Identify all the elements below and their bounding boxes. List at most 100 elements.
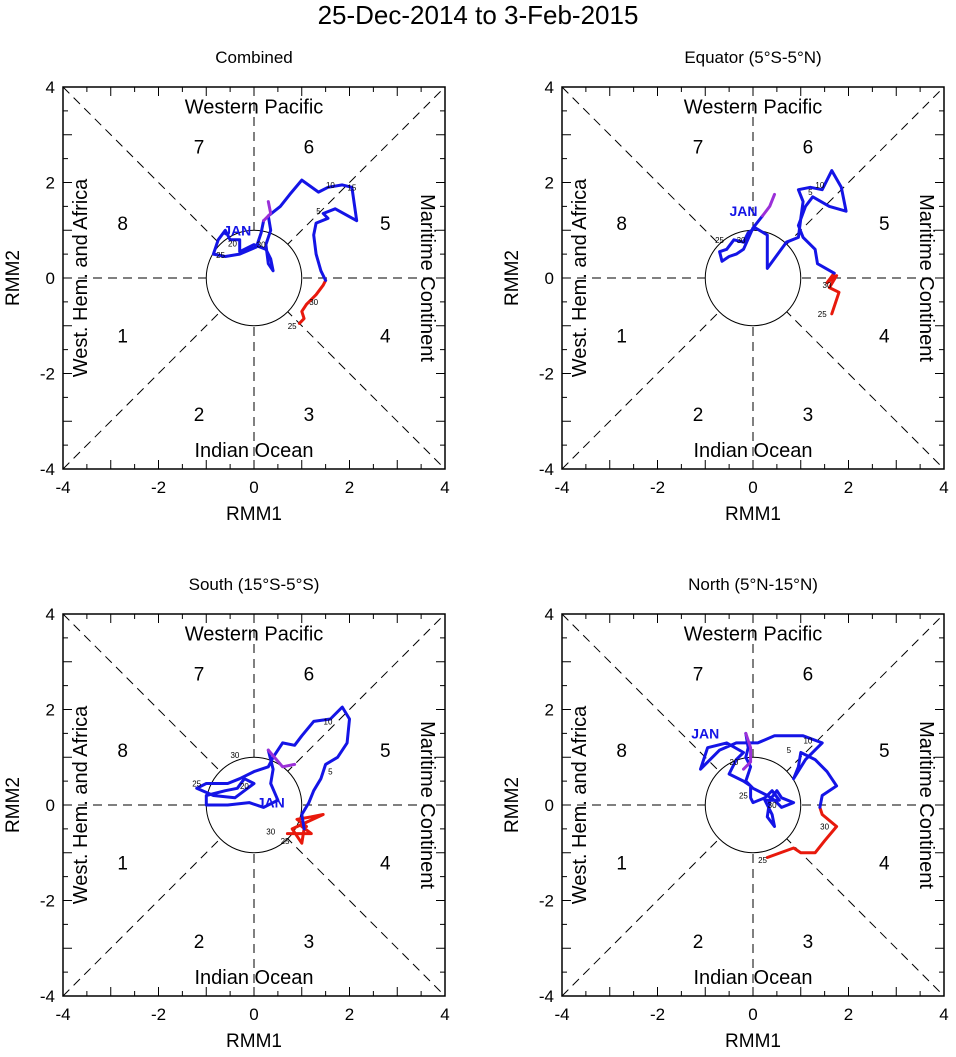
region-label-indian-ocean: Indian Ocean [195, 440, 314, 462]
day-label: 25 [288, 322, 297, 331]
y-axis-label: RMM2 [502, 250, 523, 306]
phase-number-3: 3 [304, 932, 315, 953]
region-label-maritime-continent: Maritime Continent [915, 721, 937, 889]
y-tick-label: -4 [539, 460, 554, 479]
x-tick-label: -4 [554, 1005, 569, 1024]
x-axis-label: RMM1 [226, 504, 282, 525]
region-label-western-pacific: Western Pacific [684, 623, 823, 645]
day-label: 10 [815, 181, 824, 190]
x-tick-label: -2 [650, 478, 665, 497]
month-label-jan: JAN [223, 222, 251, 238]
region-label-indian-ocean: Indian Ocean [694, 440, 813, 462]
phase-number-7: 7 [194, 665, 205, 686]
trajectory-jan [211, 178, 359, 282]
phase-number-4: 4 [380, 853, 391, 874]
day-label: 30 [309, 298, 318, 307]
phase-number-8: 8 [117, 214, 128, 235]
phase-number-8: 8 [616, 741, 627, 762]
x-tick-label: 0 [748, 1005, 757, 1024]
region-label-indian-ocean: Indian Ocean [195, 967, 314, 989]
trajectory-dec [285, 813, 325, 845]
x-tick-label: 2 [345, 1005, 354, 1024]
y-tick-label: 2 [545, 701, 554, 720]
day-label: 30 [257, 241, 266, 250]
month-label-jan: JAN [729, 203, 757, 219]
day-label: 30 [266, 827, 275, 836]
panel-title: North (5°N-15°N) [688, 575, 818, 594]
phase-number-7: 7 [693, 138, 704, 159]
day-label: 5 [808, 188, 813, 197]
phase-number-3: 3 [803, 932, 814, 953]
trajectory-feb [761, 192, 776, 218]
region-label-west-hem-africa: West. Hem. and Africa [569, 705, 591, 904]
x-tick-label: -4 [554, 478, 569, 497]
region-label-west-hem-africa: West. Hem. and Africa [70, 705, 92, 904]
phase-number-6: 6 [803, 665, 814, 686]
phase-number-2: 2 [194, 932, 205, 953]
day-label: 30 [230, 751, 239, 760]
y-tick-label: 0 [46, 269, 55, 288]
day-label: 25 [192, 780, 201, 789]
x-axis-label: RMM1 [226, 1031, 282, 1052]
region-label-west-hem-africa: West. Hem. and Africa [70, 178, 92, 377]
x-tick-label: 2 [844, 1005, 853, 1024]
phase-number-4: 4 [380, 326, 391, 347]
panel-title: South (15°S-5°S) [189, 575, 320, 594]
y-tick-label: -4 [40, 987, 55, 1006]
y-axis-label: RMM2 [502, 777, 523, 833]
y-tick-label: 0 [545, 269, 554, 288]
x-tick-label: -2 [151, 1005, 166, 1024]
y-tick-label: -2 [539, 892, 554, 911]
region-label-maritime-continent: Maritime Continent [416, 194, 438, 362]
y-tick-label: -2 [40, 365, 55, 384]
day-label: 25 [739, 791, 748, 800]
phase-number-4: 4 [879, 326, 890, 347]
day-label: 5 [787, 746, 792, 755]
trajectory-feb [266, 748, 297, 769]
phase-diagram-panel-2: Equator (5°S-5°N) -4 -2 0 2 4 -4 -2 0 2 4 RMM1 RMM2 W… [502, 48, 949, 525]
phase-number-7: 7 [194, 138, 205, 159]
x-tick-label: 4 [939, 1005, 948, 1024]
x-tick-label: 4 [440, 478, 449, 497]
y-tick-label: 0 [46, 796, 55, 815]
x-tick-label: 4 [939, 478, 948, 497]
y-tick-label: 2 [46, 174, 55, 193]
panel-title: Equator (5°S-5°N) [684, 48, 821, 67]
day-label: 25 [281, 837, 290, 846]
day-label: 25 [715, 236, 724, 245]
day-label: 5 [328, 768, 333, 777]
region-label-maritime-continent: Maritime Continent [416, 721, 438, 889]
x-tick-label: 2 [844, 478, 853, 497]
x-tick-label: -4 [55, 478, 70, 497]
phase-number-4: 4 [879, 853, 890, 874]
day-label: 5 [316, 207, 321, 216]
phase-number-5: 5 [879, 214, 890, 235]
y-axis-label: RMM2 [3, 777, 24, 833]
day-label: 20 [729, 758, 738, 767]
trajectory-feb [742, 731, 753, 771]
phase-number-8: 8 [616, 214, 627, 235]
phase-number-5: 5 [380, 741, 391, 762]
day-label: 30 [820, 822, 829, 831]
y-tick-label: 4 [545, 78, 554, 97]
phase-number-6: 6 [304, 665, 315, 686]
phase-diagram-panel-4: North (5°N-15°N) -4 -2 0 2 4 -4 -2 0 2 4 RMM1 RMM2 We… [502, 575, 949, 1052]
x-tick-label: 0 [249, 1005, 258, 1024]
day-label: 10 [324, 717, 333, 726]
trajectory-feb [262, 200, 273, 223]
phase-number-1: 1 [117, 326, 128, 347]
y-tick-label: 4 [545, 605, 554, 624]
day-label: 25 [818, 310, 827, 319]
region-label-indian-ocean: Indian Ocean [694, 967, 813, 989]
y-tick-label: 4 [46, 605, 55, 624]
region-label-western-pacific: Western Pacific [684, 96, 823, 118]
phase-number-5: 5 [879, 741, 890, 762]
region-label-western-pacific: Western Pacific [185, 623, 324, 645]
day-label: 30 [737, 236, 746, 245]
trajectory-jan [699, 731, 839, 828]
phase-number-6: 6 [803, 138, 814, 159]
month-label-jan: JAN [691, 725, 719, 741]
day-label: 25 [758, 856, 767, 865]
day-label: 15 [347, 183, 356, 192]
y-tick-label: 2 [545, 174, 554, 193]
